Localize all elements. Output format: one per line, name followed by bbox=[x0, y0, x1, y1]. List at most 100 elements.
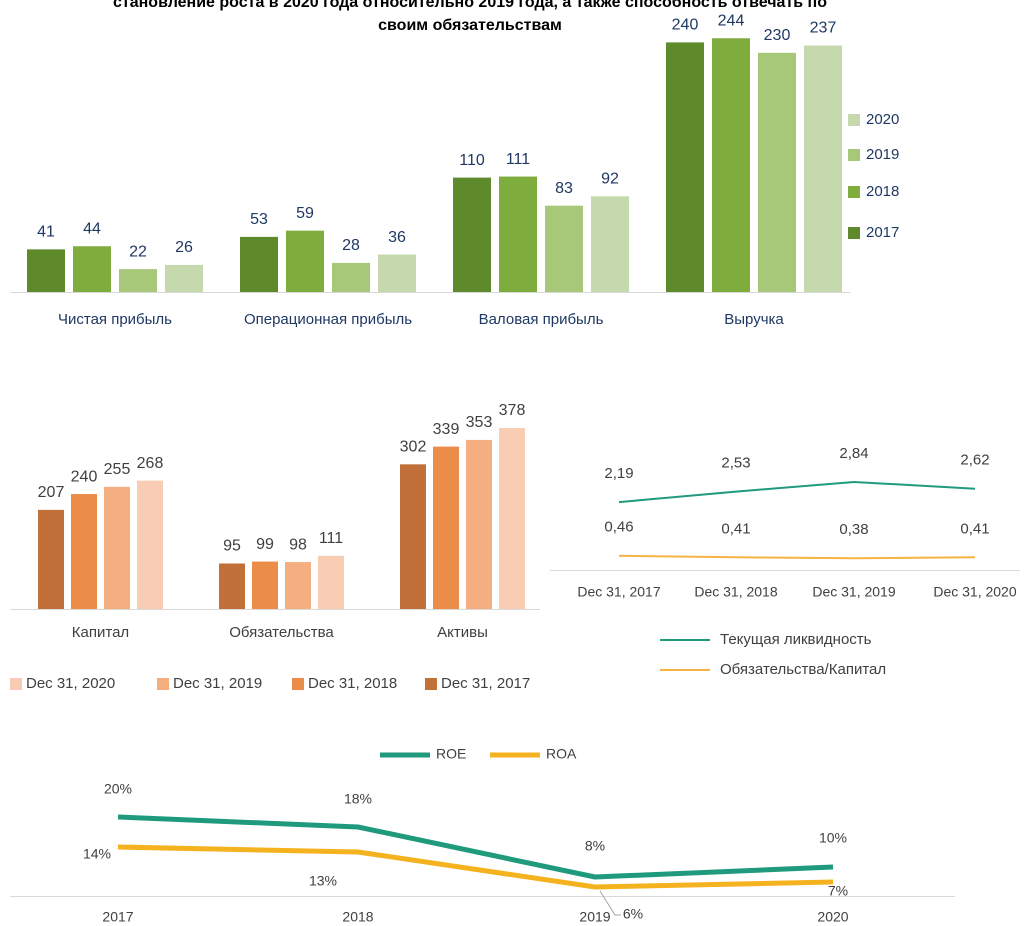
data-label: 0,38 bbox=[839, 521, 868, 538]
bar bbox=[400, 464, 426, 609]
legend-label: 2017 bbox=[866, 224, 899, 241]
x-tick-label: Валовая прибыль bbox=[479, 311, 604, 328]
data-label: 44 bbox=[83, 220, 101, 237]
data-label: 237 bbox=[810, 20, 837, 37]
line bbox=[117, 844, 834, 890]
data-label: 28 bbox=[342, 237, 360, 254]
data-label: 36 bbox=[388, 229, 406, 246]
legend-label: 2018 bbox=[866, 183, 899, 200]
data-label: 99 bbox=[256, 536, 274, 553]
x-tick-label: Dec 31, 2017 bbox=[577, 584, 660, 600]
legend-label: ROA bbox=[546, 746, 577, 762]
bar bbox=[378, 254, 416, 292]
data-label: 2,53 bbox=[721, 455, 750, 472]
bar bbox=[286, 230, 324, 292]
legend-swatch bbox=[848, 149, 860, 161]
data-label: 240 bbox=[672, 17, 699, 34]
line bbox=[117, 814, 834, 880]
bar bbox=[433, 446, 459, 609]
data-label: 6% bbox=[623, 906, 643, 922]
x-tick-label: Активы bbox=[437, 624, 488, 641]
x-tick-label: 2018 bbox=[342, 909, 373, 925]
data-label: 244 bbox=[718, 12, 745, 29]
x-tick-label: 2019 bbox=[579, 909, 610, 925]
data-label: 8% bbox=[585, 838, 605, 854]
bar bbox=[758, 52, 796, 292]
x-tick-label: Выручка bbox=[724, 311, 784, 328]
bar bbox=[104, 486, 130, 609]
data-label: 18% bbox=[344, 791, 372, 807]
data-label: 2,84 bbox=[839, 445, 868, 462]
legend-swatch bbox=[292, 678, 304, 690]
legend-swatch bbox=[425, 678, 437, 690]
data-label: 83 bbox=[555, 180, 573, 197]
data-label: 110 bbox=[459, 152, 485, 169]
data-label: 26 bbox=[175, 239, 193, 256]
x-tick-label: Капитал bbox=[72, 624, 129, 641]
legend-swatch bbox=[10, 678, 22, 690]
data-label: 302 bbox=[400, 439, 427, 456]
chart-title: своим обязательствам bbox=[378, 17, 562, 34]
legend-label: Dec 31, 2019 bbox=[173, 675, 262, 692]
bar bbox=[119, 269, 157, 292]
bar bbox=[73, 246, 111, 292]
data-label: 0,46 bbox=[604, 519, 633, 536]
legend-label: Dec 31, 2017 bbox=[441, 675, 530, 692]
bar bbox=[712, 38, 750, 292]
callout-line bbox=[599, 890, 621, 916]
data-label: 378 bbox=[499, 402, 526, 419]
data-label: 2,19 bbox=[604, 465, 633, 482]
data-label: 98 bbox=[289, 536, 307, 553]
data-label: 59 bbox=[296, 205, 314, 222]
bar bbox=[240, 236, 278, 292]
data-label: 111 bbox=[319, 530, 343, 547]
x-tick-label: Чистая прибыль bbox=[58, 311, 172, 328]
data-label: 2,62 bbox=[960, 452, 989, 469]
data-label: 0,41 bbox=[960, 520, 989, 537]
line bbox=[618, 554, 976, 560]
data-label: 240 bbox=[71, 468, 98, 485]
data-label: 20% bbox=[104, 781, 132, 797]
legend-label: Dec 31, 2020 bbox=[26, 675, 115, 692]
bar bbox=[466, 439, 492, 609]
bar bbox=[591, 196, 629, 292]
legend-swatch bbox=[848, 114, 860, 126]
bar bbox=[804, 45, 842, 292]
bar bbox=[137, 480, 163, 609]
x-tick-label: Dec 31, 2019 bbox=[812, 584, 895, 600]
data-label: 0,41 bbox=[721, 520, 750, 537]
legend-label: Обязательства/Капитал bbox=[720, 661, 886, 678]
legend-label: 2019 bbox=[866, 146, 899, 163]
data-label: 339 bbox=[433, 421, 460, 438]
legend-swatch bbox=[848, 227, 860, 239]
bar bbox=[252, 561, 278, 609]
bar bbox=[38, 509, 64, 609]
data-label: 14% bbox=[83, 846, 111, 862]
data-label: 230 bbox=[764, 27, 791, 44]
data-label: 255 bbox=[104, 461, 131, 478]
data-label: 353 bbox=[466, 414, 493, 431]
line bbox=[618, 480, 976, 504]
bar bbox=[453, 177, 491, 292]
legend-swatch bbox=[157, 678, 169, 690]
chart-title: становление роста в 2020 года относитель… bbox=[113, 0, 827, 11]
bar bbox=[545, 205, 583, 292]
data-label: 207 bbox=[38, 484, 65, 501]
data-label: 111 bbox=[506, 151, 530, 168]
bar bbox=[332, 262, 370, 292]
legend-swatch bbox=[848, 186, 860, 198]
bar bbox=[71, 494, 97, 609]
bar bbox=[165, 264, 203, 292]
data-label: 41 bbox=[37, 224, 55, 241]
bar bbox=[499, 176, 537, 292]
x-tick-label: Операционная прибыль bbox=[244, 311, 412, 328]
bar bbox=[318, 555, 344, 609]
legend-label: Dec 31, 2018 bbox=[308, 675, 397, 692]
x-tick-label: 2017 bbox=[102, 909, 133, 925]
data-label: 22 bbox=[129, 243, 147, 260]
data-label: 92 bbox=[601, 171, 619, 188]
legend-label: Текущая ликвидность bbox=[720, 631, 872, 648]
bar bbox=[285, 562, 311, 609]
bar bbox=[666, 42, 704, 293]
